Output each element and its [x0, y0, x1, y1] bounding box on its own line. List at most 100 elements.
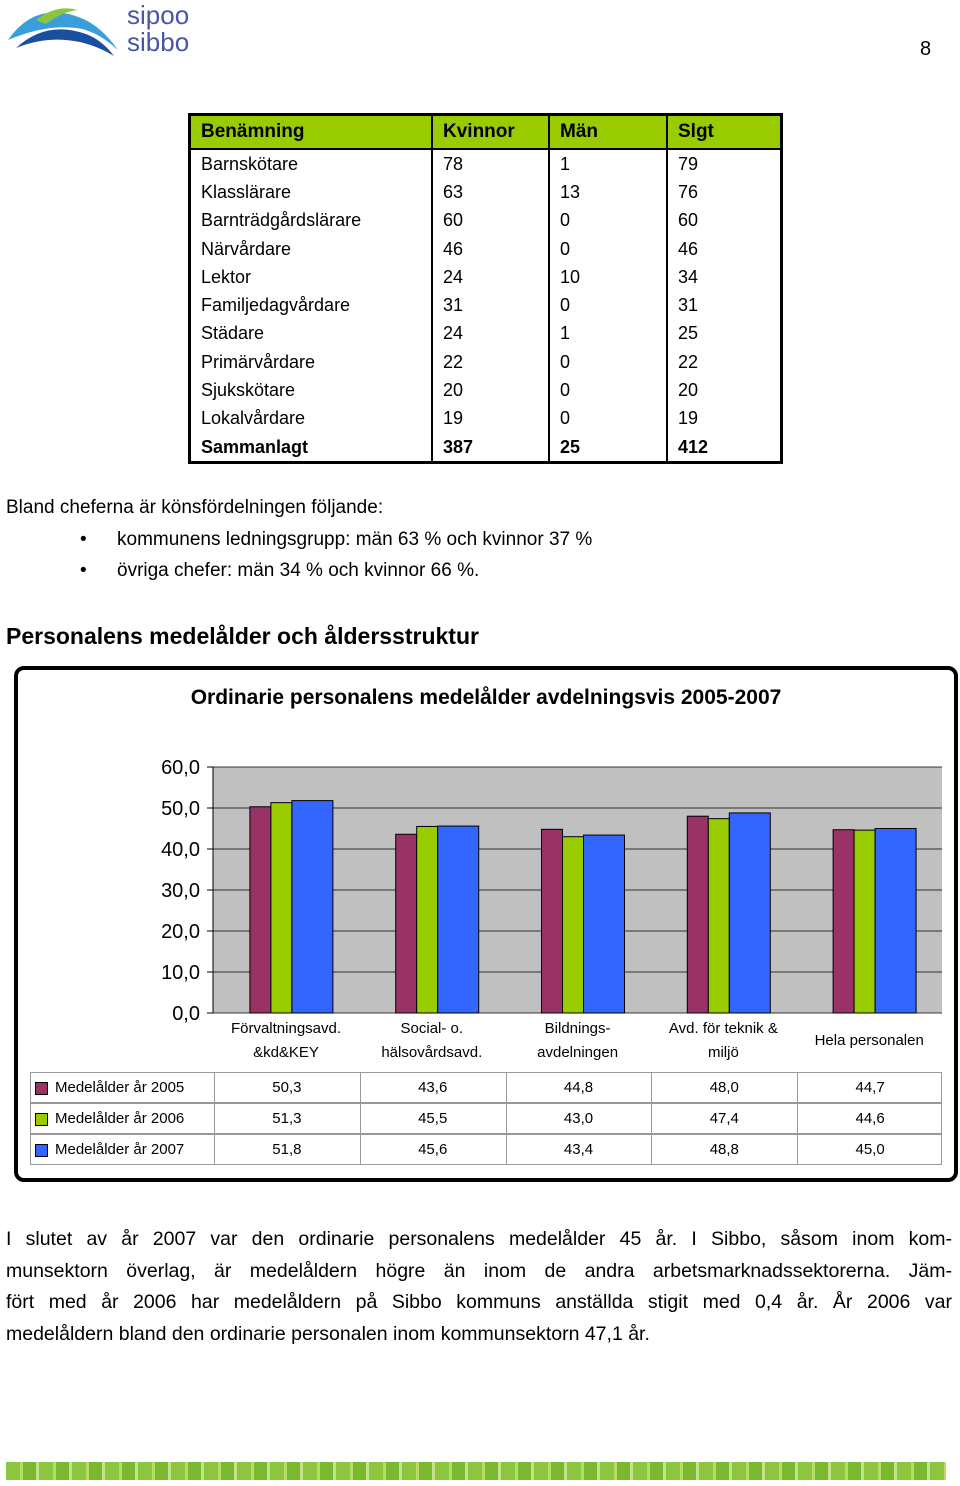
bar [874, 828, 917, 1014]
table-divider [505, 1104, 507, 1133]
value-label: 45,0 [855, 1141, 885, 1158]
cell: 387 [433, 432, 550, 462]
table-divider [651, 1073, 653, 1102]
cell: Lokalvårdare [191, 404, 433, 433]
legend-row: Medelålder år 2006 51,3 45,5 43,0 47,4 44,6 [30, 1103, 942, 1134]
cell: Familjedagvårdare [191, 291, 433, 320]
logo-mark [8, 8, 118, 56]
table-divider [359, 1135, 361, 1164]
cell: 10 [550, 263, 668, 292]
cell: 63 [433, 178, 550, 207]
bar [541, 828, 563, 1014]
bar [686, 815, 709, 1014]
legend-row: Medelålder år 2005 50,3 43,6 44,8 48,0 44,7 [30, 1072, 942, 1103]
y-tick-label: 30,0 [161, 880, 200, 902]
table-divider [359, 1104, 361, 1133]
closing-line: munsektorn överlag, är medelåldern högre… [6, 1259, 952, 1282]
cell: Barnskötare [191, 150, 433, 179]
cell: 22 [433, 348, 550, 377]
legend-swatch [35, 1082, 48, 1095]
cell: 79 [678, 153, 699, 174]
cell: 0 [550, 206, 668, 235]
bar [395, 833, 418, 1014]
value-label: 48,8 [709, 1141, 739, 1158]
cell: 60 [433, 206, 550, 235]
legend-label: Medelålder år 2005 [55, 1079, 185, 1096]
chart-frame [14, 666, 958, 1182]
y-tick-label: 50,0 [161, 798, 200, 820]
bar [583, 834, 625, 1014]
table-divider [797, 1073, 799, 1102]
legend-swatch [35, 1144, 48, 1157]
cell: 20 [678, 380, 699, 401]
bullet: övriga chefer: män 34 % och kvinnor 66 %… [117, 560, 480, 581]
value-label: 43,6 [418, 1079, 448, 1096]
chart: 0,0 10,0 20,0 30,0 40,0 50,0 60,0 [161, 757, 942, 1025]
bar [291, 800, 334, 1014]
table-divider [214, 1104, 215, 1133]
cell: Sammanlagt [191, 432, 433, 462]
table-divider [797, 1104, 799, 1133]
bullet-dot: • [80, 560, 87, 581]
intro: Bland cheferna är könsfördelningen följa… [6, 497, 384, 518]
table-divider [359, 1073, 361, 1102]
table-row: Familjedagvårdare 31 0 31 [191, 291, 780, 320]
table-row: Barnskötare 78 1 79 [191, 150, 780, 179]
cell: 412 [678, 436, 709, 457]
table-row: Primärvårdare 22 0 22 [191, 348, 780, 377]
logo-line: sipoo [127, 0, 190, 30]
y-tick-label: 40,0 [161, 839, 200, 861]
table-divider [651, 1104, 653, 1133]
cell: 34 [678, 266, 699, 287]
bullet: kommunens ledningsgrupp: män 63 % och kv… [117, 529, 593, 550]
cell: 0 [550, 234, 668, 264]
value-label: 45,6 [418, 1141, 448, 1158]
table-divider [797, 1135, 799, 1164]
value-label: 48,0 [709, 1079, 739, 1096]
table-divider [505, 1135, 507, 1164]
table-row: Närvårdare 46 0 46 [191, 234, 780, 264]
value-label: 43,0 [563, 1110, 594, 1127]
table-row: Städare 24 1 25 [191, 319, 780, 349]
bar [249, 806, 272, 1014]
total-row: Sammanlagt 387 25 412 [191, 432, 780, 462]
logo-text: sipoo sibbo [127, 2, 189, 56]
x-tick-label: Social- o. hälsovårdsavd. [381, 1020, 483, 1061]
bar [832, 829, 855, 1014]
footer-stripe [6, 1462, 946, 1480]
cell: 78 [433, 150, 550, 179]
cell: 31 [678, 295, 699, 316]
cell: Barnträdgårdslärare [191, 206, 433, 235]
value-label: 44,8 [563, 1079, 594, 1096]
cell: 46 [433, 234, 550, 264]
x-tick-label: Bildnings- avdelningen [537, 1020, 619, 1061]
cell: Benämning [191, 116, 433, 148]
section-heading: Personalens medelålder och åldersstruktu… [6, 623, 479, 649]
table-divider [214, 1135, 215, 1164]
y-tick-label: 0,0 [172, 1003, 200, 1025]
logo-line: sibbo [127, 27, 190, 57]
bar [416, 825, 439, 1014]
cell: 25 [550, 432, 668, 462]
y-tick-label: 10,0 [161, 962, 200, 984]
cell: Kvinnor [433, 116, 550, 148]
cell: 25 [678, 323, 699, 344]
cell: 20 [433, 376, 550, 405]
value-label: 45,5 [418, 1110, 448, 1127]
cell: 13 [550, 178, 668, 207]
cell: Primärvårdare [191, 348, 433, 377]
page-number: 8 [920, 38, 932, 60]
cell: 1 [550, 319, 668, 349]
header-row: Benämning Kvinnor Män Slgt [191, 116, 780, 150]
x-tick-label: Avd. för teknik & miljö [668, 1020, 778, 1061]
legend-swatch [35, 1113, 48, 1126]
closing-line: I slutet av år 2007 var den ordinarie pe… [6, 1228, 952, 1250]
table-row: Barnträdgårdslärare 60 0 60 [191, 206, 780, 235]
value-label: 50,3 [272, 1079, 302, 1096]
cell: 0 [550, 348, 668, 377]
legend-row: Medelålder år 2007 51,8 45,6 43,4 48,8 45,0 [30, 1134, 942, 1165]
cell: 46 [678, 238, 699, 259]
bar [728, 812, 771, 1014]
value-label: 51,3 [272, 1110, 302, 1127]
